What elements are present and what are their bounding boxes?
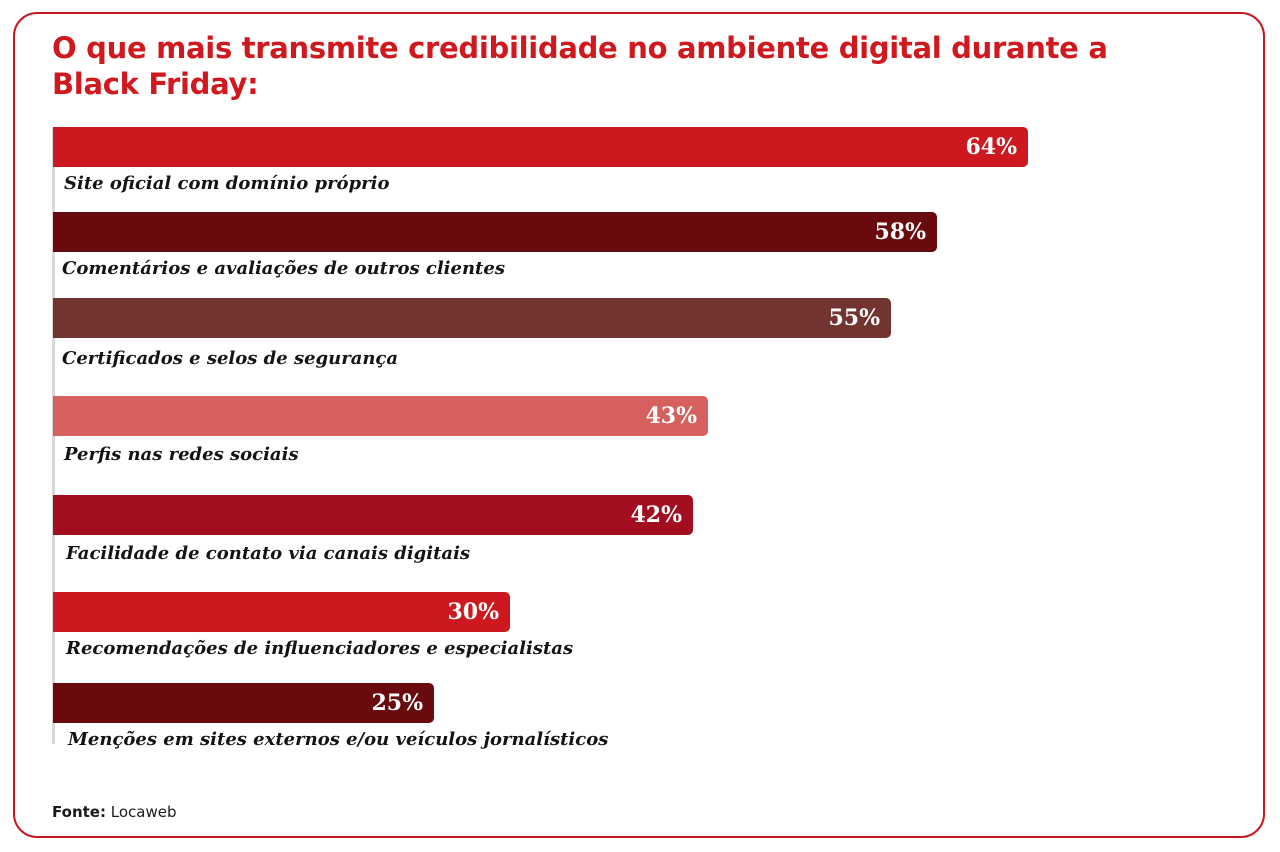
bar-value-label: 64% xyxy=(965,134,1017,160)
bar-value-label: 25% xyxy=(371,690,423,716)
source-value: Locaweb xyxy=(110,803,177,821)
bar: 58% xyxy=(53,212,937,252)
category-label: Site oficial com domínio próprio xyxy=(64,173,390,194)
source-label: Fonte: xyxy=(52,803,106,821)
bar: 25% xyxy=(53,683,434,723)
category-label: Recomendações de influenciadores e espec… xyxy=(66,638,574,659)
bar-value-label: 55% xyxy=(828,305,880,331)
chart-title: O que mais transmite credibilidade no am… xyxy=(52,31,1108,101)
bar: 43% xyxy=(53,396,708,436)
category-axis-line xyxy=(52,128,55,744)
bar: 30% xyxy=(53,592,510,632)
bar: 55% xyxy=(53,298,891,338)
category-label: Comentários e avaliações de outros clien… xyxy=(62,258,505,279)
bar-value-label: 58% xyxy=(874,219,926,245)
bar-value-label: 30% xyxy=(447,599,499,625)
category-label: Certificados e selos de segurança xyxy=(62,348,399,369)
source-note: Fonte: Locaweb xyxy=(52,803,176,821)
category-label: Facilidade de contato via canais digitai… xyxy=(66,543,471,564)
category-label: Perfis nas redes sociais xyxy=(64,444,299,465)
bar-value-label: 43% xyxy=(645,403,697,429)
category-label: Menções em sites externos e/ou veículos … xyxy=(68,729,609,750)
bar: 64% xyxy=(53,127,1028,167)
bar: 42% xyxy=(53,495,693,535)
bar-value-label: 42% xyxy=(630,502,682,528)
